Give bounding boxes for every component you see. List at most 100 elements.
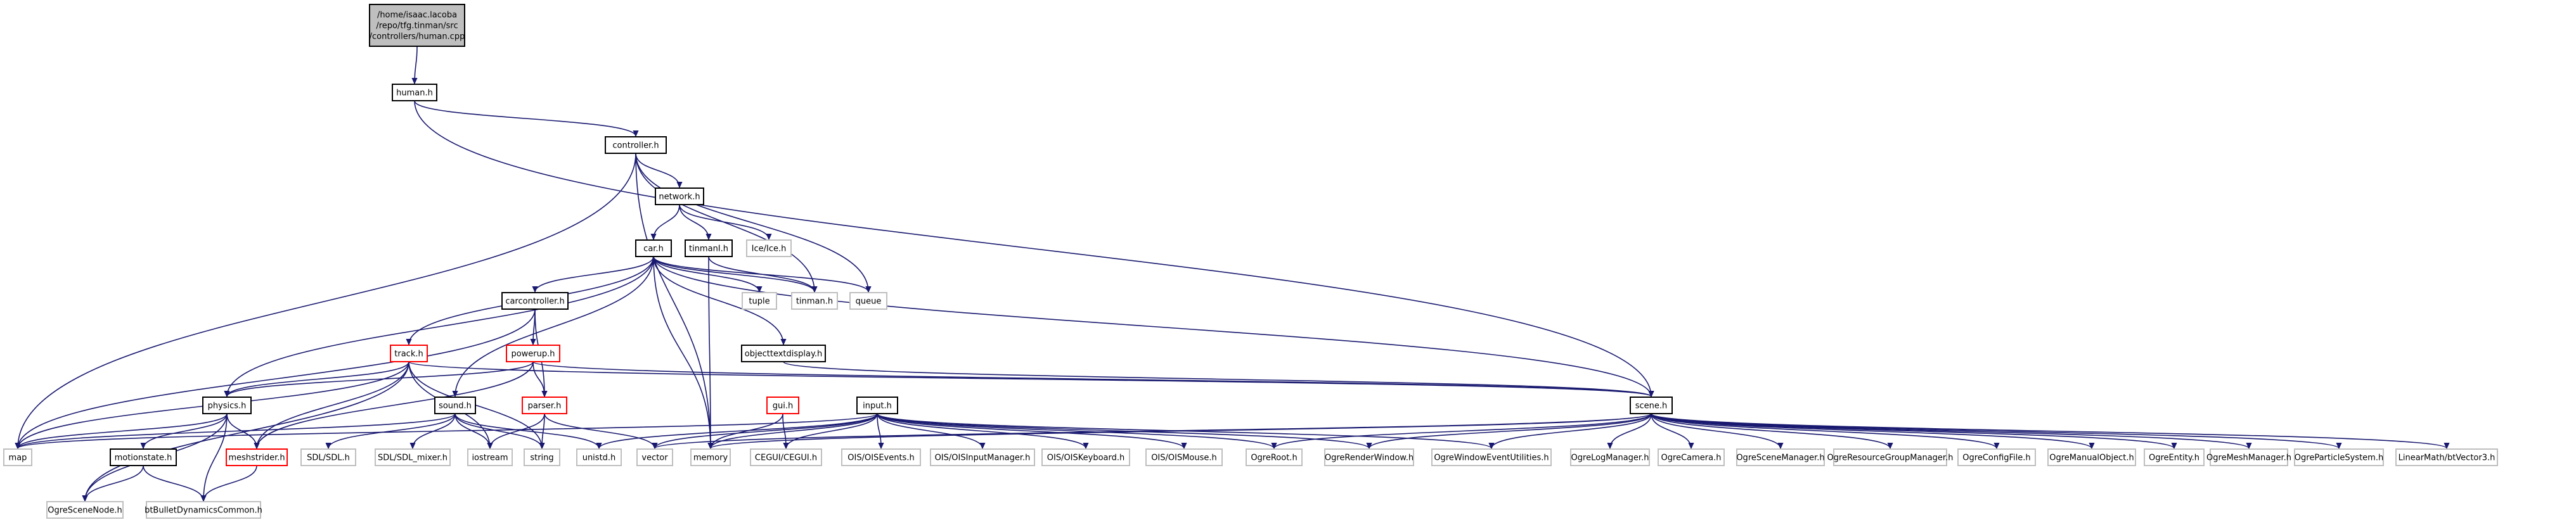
node-powerup[interactable]: powerup.h [506, 345, 560, 362]
node-oismouse[interactable]: OIS/OISMouse.h [1145, 448, 1223, 466]
node-memory[interactable]: memory [690, 448, 731, 466]
node-oisinput[interactable]: OIS/OISInputManager.h [930, 448, 1035, 466]
node-label: vector [641, 454, 668, 463]
node-physics[interactable]: physics.h [202, 397, 252, 414]
node-vector[interactable]: vector [636, 448, 673, 466]
edge-car-to-tuple [653, 256, 759, 292]
edge-human-to-scene [414, 100, 1651, 397]
node-box [390, 345, 428, 362]
node-label: OIS/OISInputManager.h [935, 454, 1031, 463]
node-label: SDL/SDL.h [307, 454, 350, 463]
edge-meshstrider-to-btbullet [203, 465, 257, 501]
node-label: parser.h [528, 402, 562, 411]
node-motionstate[interactable]: motionstate.h [110, 448, 177, 466]
node-ogrelog[interactable]: OgreLogManager.h [1570, 448, 1650, 466]
node-label: meshstrider.h [228, 454, 285, 463]
node-root-human-cpp[interactable]: /home/isaac.lacoba/repo/tfg.tinman/src/c… [369, 4, 465, 47]
node-human[interactable]: human.h [392, 84, 437, 101]
edge-car-to-tinmanh [653, 256, 815, 292]
edge-scene-to-ogrelog [1610, 413, 1652, 448]
node-box [146, 501, 261, 519]
node-oiskeyboard[interactable]: OIS/OISKeyboard.h [1041, 448, 1130, 466]
node-ogrerenderwindow[interactable]: OgreRenderWindow.h [1324, 448, 1414, 466]
node-scene[interactable]: scene.h [1630, 397, 1673, 414]
node-sound[interactable]: sound.h [434, 397, 476, 414]
edge-track-to-scene [408, 361, 1651, 397]
node-box [791, 292, 838, 310]
node-box [1431, 448, 1552, 466]
node-label: objecttextdisplay.h [745, 350, 822, 359]
node-ogreroot[interactable]: OgreRoot.h [1246, 448, 1303, 466]
node-box [524, 448, 560, 466]
nodes-layer: /home/isaac.lacoba/repo/tfg.tinman/src/c… [3, 4, 2498, 519]
node-objecttextdisplay[interactable]: objecttextdisplay.h [741, 345, 826, 362]
edge-network-to-iceice [679, 204, 769, 239]
edge-root-to-human [415, 46, 418, 84]
node-sdl[interactable]: SDL/SDL.h [300, 448, 356, 466]
node-map[interactable]: map [3, 448, 32, 466]
edge-parser-to-vector [544, 413, 655, 448]
node-box [2210, 448, 2288, 466]
node-carcontroller[interactable]: carcontroller.h [501, 292, 569, 310]
node-ogreconfig[interactable]: OgreConfigFile.h [1957, 448, 2036, 466]
node-tinmanh[interactable]: tinman.h [791, 292, 838, 310]
node-box [690, 448, 731, 466]
node-parser[interactable]: parser.h [522, 397, 567, 414]
node-label: OgreCamera.h [1661, 454, 1722, 463]
node-iceice[interactable]: Ice/Ice.h [746, 239, 792, 257]
node-meshstrider[interactable]: meshstrider.h [226, 448, 288, 466]
node-ogreparticle[interactable]: OgreParticleSystem.h [2294, 448, 2384, 466]
node-gui[interactable]: gui.h [766, 397, 799, 414]
edge-car-to-queue [653, 256, 868, 292]
node-box [506, 345, 560, 362]
node-ogrescenemanager[interactable]: OgreSceneManager.h [1736, 448, 1825, 466]
edge-sound-to-sdlmixer [413, 413, 456, 448]
node-ogrecamera[interactable]: OgreCamera.h [1658, 448, 1725, 466]
node-oisevents[interactable]: OIS/OISEvents.h [841, 448, 921, 466]
edge-input-to-memory [711, 413, 878, 448]
node-controller[interactable]: controller.h [605, 136, 667, 154]
node-ogreentity[interactable]: OgreEntity.h [2144, 448, 2205, 466]
node-ogreresource[interactable]: OgreResourceGroupManager.h [1827, 448, 1954, 466]
node-iostream[interactable]: iostream [467, 448, 513, 466]
edge-parser-to-string [542, 413, 545, 448]
node-btbullet[interactable]: btBulletDynamicsCommon.h [145, 501, 262, 519]
node-box [746, 239, 792, 257]
edge-objecttextdisplay-to-scene [783, 361, 1651, 397]
node-label: OgreRoot.h [1251, 454, 1297, 463]
node-input[interactable]: input.h [856, 397, 898, 414]
node-linearmath[interactable]: LinearMath/btVector3.h [2395, 448, 2498, 466]
node-box [300, 448, 356, 466]
node-ogrewindowevent[interactable]: OgreWindowEventUtilities.h [1431, 448, 1552, 466]
edge-network-to-tinmanih [679, 204, 709, 239]
node-label: controller.h [612, 141, 659, 151]
node-box [636, 448, 673, 466]
node-ogremanual[interactable]: OgreManualObject.h [2047, 448, 2136, 466]
node-string[interactable]: string [524, 448, 560, 466]
node-tinmanih[interactable]: tinmanI.h [685, 239, 733, 257]
node-ogremesh[interactable]: OgreMeshManager.h [2206, 448, 2291, 466]
node-label: human.h [396, 89, 433, 98]
edge-car-to-scene [653, 256, 1651, 397]
node-track[interactable]: track.h [390, 345, 428, 362]
node-tuple[interactable]: tuple [742, 292, 777, 310]
node-car[interactable]: car.h [635, 239, 672, 257]
node-label: /repo/tfg.tinman/src [376, 22, 458, 31]
node-unistd[interactable]: unistd.h [576, 448, 622, 466]
node-label: tinmanI.h [689, 244, 728, 254]
node-box [1145, 448, 1223, 466]
edge-scene-to-ogreentity [1651, 413, 2174, 448]
node-box [1324, 448, 1414, 466]
node-cegui[interactable]: CEGUI/CEGUI.h [750, 448, 822, 466]
node-network[interactable]: network.h [655, 187, 704, 205]
node-label: queue [856, 297, 882, 307]
node-queue[interactable]: queue [849, 292, 887, 310]
node-box [635, 239, 672, 257]
node-ogrescenenode[interactable]: OgreSceneNode.h [46, 501, 124, 519]
node-box [841, 448, 921, 466]
node-label: sound.h [439, 402, 472, 411]
node-sdlmixer[interactable]: SDL/SDL_mixer.h [375, 448, 451, 466]
node-box [1630, 397, 1673, 414]
node-label: network.h [659, 193, 700, 202]
